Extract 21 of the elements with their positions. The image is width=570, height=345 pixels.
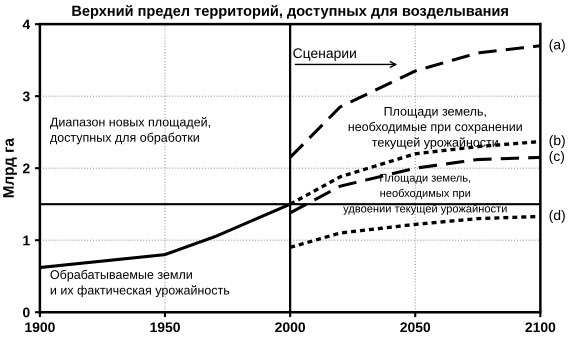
series-label: (a) [550, 39, 565, 52]
series-label: (d) [550, 210, 565, 223]
annotation: Диапазон новых площадей, доступных для обработки [50, 117, 210, 144]
x-tick-label: 1950 [150, 322, 180, 332]
x-tick-label: 2100 [525, 322, 556, 332]
annotation: Сценарии [293, 48, 356, 61]
annotation: Площади земель, необходимых при удвоении текущей урожайности [343, 174, 507, 215]
annotation: Площади земель, необходимые при сохранении текущей урожайности [348, 106, 522, 150]
y-tick-label: 3 [22, 92, 30, 102]
series-label: (c) [550, 150, 564, 164]
series-label: (b) [550, 135, 565, 148]
chart-title: Верхний предел территорий, доступных для возделывания [72, 4, 508, 19]
annotation: Обрабатываемые земли и их фактическая урожайность [50, 270, 230, 298]
y-tick-label: 4 [22, 20, 30, 30]
x-tick-label: 2000 [275, 322, 306, 332]
y-tick-label: 2 [22, 164, 30, 174]
y-tick-label: 1 [23, 236, 30, 246]
x-tick-label: 1900 [25, 322, 55, 332]
y-axis-title: Млрд га [3, 138, 17, 198]
y-tick-label: 0 [23, 308, 30, 318]
x-tick-label: 2050 [400, 322, 430, 332]
